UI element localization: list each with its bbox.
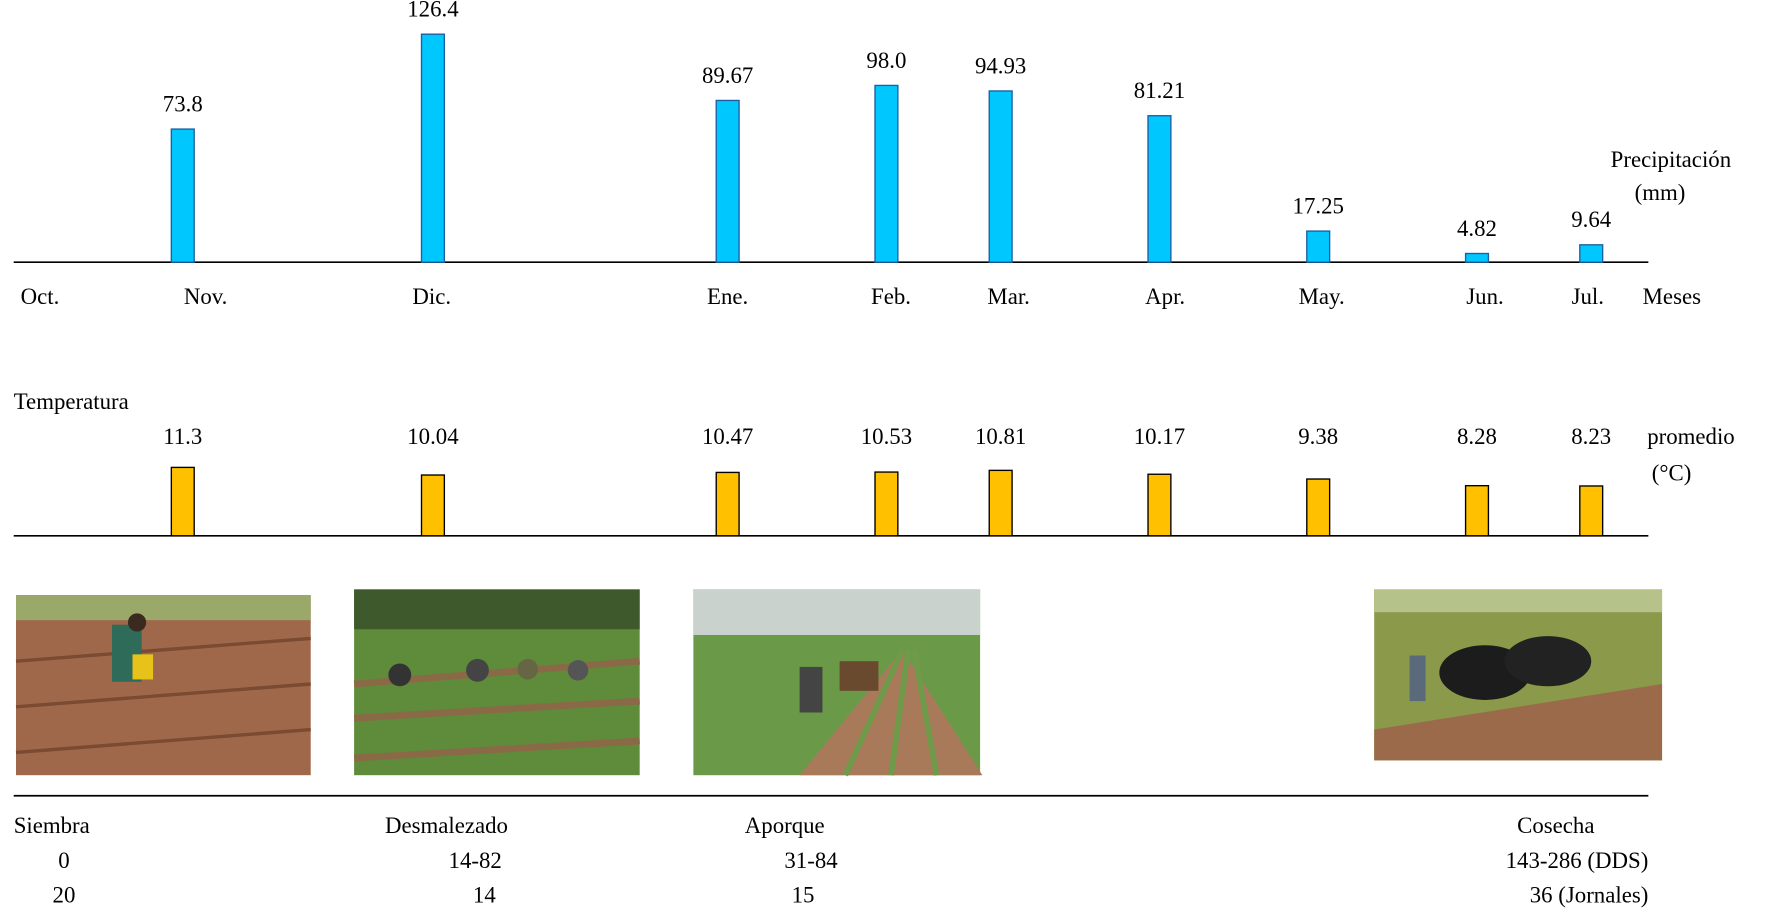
x-tick-label: Oct. <box>21 284 60 309</box>
activity-jornales: 15 <box>792 882 815 907</box>
bar <box>1306 478 1331 537</box>
activity-jornales: 14 <box>473 882 496 907</box>
bar <box>1579 485 1604 537</box>
y-label: Precipitación <box>1611 147 1732 172</box>
value-label: 10.17 <box>1134 424 1185 449</box>
x-tick-label: May. <box>1299 284 1345 309</box>
bar <box>988 90 1013 263</box>
x-tick-label: Dic. <box>412 284 451 309</box>
x-tick-label: Jun. <box>1466 284 1503 309</box>
activity-name: Cosecha <box>1517 813 1594 838</box>
value-label: 94.93 <box>975 53 1026 78</box>
photo <box>693 589 983 777</box>
value-label: 10.53 <box>861 424 912 449</box>
bar <box>874 84 899 263</box>
value-label: 9.38 <box>1298 424 1338 449</box>
bar <box>715 471 740 537</box>
bar <box>1306 230 1331 263</box>
value-label: 98.0 <box>866 48 906 73</box>
value-label: 89.67 <box>702 63 753 88</box>
photo <box>1374 589 1663 761</box>
x-tick-label: Apr. <box>1145 284 1185 309</box>
temp-title: Temperatura <box>14 389 129 414</box>
x-tick-label: Ene. <box>707 284 748 309</box>
bar <box>170 128 195 263</box>
value-label: 17.25 <box>1293 194 1344 219</box>
value-label: 11.3 <box>163 424 202 449</box>
x-axis-label: Meses <box>1643 284 1701 309</box>
bar <box>170 466 195 537</box>
value-label: 10.81 <box>975 424 1026 449</box>
bar <box>988 469 1013 537</box>
activity-name: Desmalezado <box>385 813 508 838</box>
y-label: promedio <box>1647 424 1735 449</box>
bar <box>1579 244 1604 263</box>
photo <box>15 595 311 776</box>
y-label: (°C) <box>1652 461 1692 486</box>
value-label: 81.21 <box>1134 78 1185 103</box>
value-label: 126.4 <box>407 0 459 22</box>
activity-jornales: 20 <box>53 882 76 907</box>
activity-jornales: 36 (Jornales) <box>1530 882 1649 907</box>
y-label: (mm) <box>1635 180 1686 205</box>
bar <box>1464 484 1490 537</box>
value-label: 8.23 <box>1571 424 1611 449</box>
bar <box>420 474 446 537</box>
bar <box>715 99 740 263</box>
value-label: 4.82 <box>1457 216 1497 241</box>
activity-dds: 0 <box>58 848 69 873</box>
value-label: 73.8 <box>163 92 203 117</box>
bar <box>1147 115 1172 263</box>
activity-dds: 14-82 <box>449 848 502 873</box>
x-tick-label: Nov. <box>184 284 228 309</box>
photo <box>353 589 640 776</box>
bar <box>1464 252 1490 263</box>
value-label: 9.64 <box>1571 207 1612 232</box>
x-tick-label: Jul. <box>1572 284 1604 309</box>
bar <box>1147 473 1172 537</box>
value-label: 10.47 <box>702 424 753 449</box>
activity-name: Aporque <box>745 813 825 838</box>
value-label: 8.28 <box>1457 424 1497 449</box>
activity-dds: 31-84 <box>784 848 838 873</box>
bar <box>420 33 446 263</box>
x-tick-label: Mar. <box>987 284 1029 309</box>
x-tick-label: Feb. <box>871 284 911 309</box>
value-label: 10.04 <box>407 424 459 449</box>
activity-dds: 143-286 (DDS) <box>1506 848 1649 873</box>
bar <box>874 471 899 537</box>
activity-name: Siembra <box>14 813 90 838</box>
